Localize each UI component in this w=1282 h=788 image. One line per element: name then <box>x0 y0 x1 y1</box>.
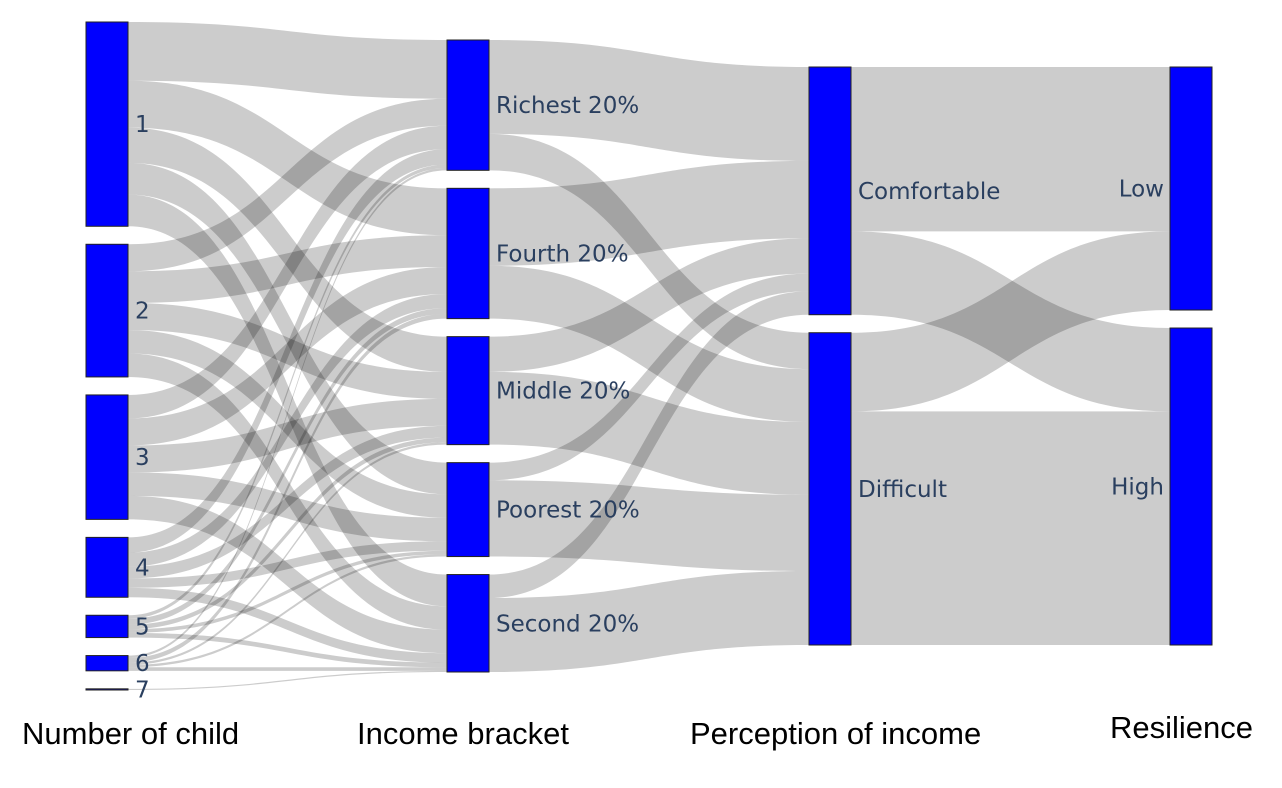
link-c6-second <box>128 667 447 671</box>
nodes-layer <box>85 21 1213 691</box>
link-c6-fourth <box>128 313 447 663</box>
node-low <box>1169 66 1213 311</box>
link-rich-comf <box>489 40 809 161</box>
link-middle-diff <box>489 371 809 495</box>
link-c3-fourth <box>128 266 447 446</box>
link-c6-poorest <box>128 554 447 668</box>
link-fourth-comf <box>489 160 809 266</box>
node-label-c6: 6 <box>135 651 150 677</box>
node-label-second: Second 20% <box>496 611 639 637</box>
node-diff <box>808 332 852 646</box>
link-c4-middle <box>128 425 447 579</box>
node-label-c4: 4 <box>135 555 150 581</box>
node-second <box>446 574 490 673</box>
link-c5-middle <box>128 437 447 630</box>
node-c2 <box>85 243 129 378</box>
node-middle <box>446 336 490 446</box>
node-c6 <box>85 655 129 672</box>
node-label-high: High <box>1111 475 1164 501</box>
node-c3 <box>85 394 129 520</box>
node-labels-layer: 1 2 3 4 5 67 Richest 20% Fourth 20% Middle 20% Po… <box>135 93 1164 703</box>
link-c3-second <box>128 495 447 654</box>
link-c6-middle <box>128 442 447 665</box>
link-c2-rich <box>128 98 447 272</box>
node-label-c5: 5 <box>135 614 150 640</box>
node-c1 <box>85 21 129 227</box>
link-second-diff <box>489 571 809 672</box>
node-rich <box>446 39 490 171</box>
link-c6-rich <box>128 167 447 658</box>
stage-label-1: Income bracket <box>357 716 569 751</box>
node-label-poorest: Poorest 20% <box>496 498 640 524</box>
link-c5-rich <box>128 164 447 619</box>
node-label-c7: 7 <box>135 677 150 703</box>
node-label-middle: Middle 20% <box>496 379 630 405</box>
link-c2-fourth <box>128 235 447 303</box>
link-c3-poorest <box>128 472 447 542</box>
stage-label-3: Resilience <box>1110 710 1253 745</box>
link-c5-second <box>128 632 447 668</box>
stage-label-0: Number of child <box>22 716 239 751</box>
link-c4-fourth <box>128 293 447 567</box>
node-c5 <box>85 614 129 639</box>
link-rich-diff <box>489 133 809 370</box>
link-c1-poorest <box>128 162 447 495</box>
node-label-fourth: Fourth 20% <box>496 241 629 267</box>
link-diff-low <box>851 231 1170 412</box>
node-fourth <box>446 187 490 320</box>
node-comf <box>808 66 852 316</box>
link-second-comf <box>489 291 809 599</box>
link-c1-rich <box>128 22 447 99</box>
node-c4 <box>85 536 129 598</box>
link-poorest-comf <box>489 273 809 481</box>
link-c1-second <box>128 194 447 607</box>
link-c2-middle <box>128 302 447 399</box>
link-comf-high <box>851 231 1170 412</box>
link-c4-rich <box>128 149 447 553</box>
link-c3-rich <box>128 125 447 419</box>
link-c5-fourth <box>128 308 447 625</box>
node-poorest <box>446 462 490 558</box>
link-fourth-diff <box>489 265 809 422</box>
link-c2-second <box>128 353 447 630</box>
link-c4-second <box>128 587 447 663</box>
link-comf-low <box>851 67 1170 232</box>
link-c5-poorest <box>128 550 447 633</box>
node-label-c1: 1 <box>135 112 150 138</box>
node-c7 <box>85 688 129 691</box>
node-label-comf: Comfortable <box>858 179 1000 205</box>
link-c2-poorest <box>128 329 447 518</box>
node-label-c3: 3 <box>135 445 150 471</box>
node-label-diff: Difficult <box>858 477 947 503</box>
link-c7-second <box>128 670 447 690</box>
link-poorest-diff <box>489 480 809 572</box>
link-c4-poorest <box>128 541 447 588</box>
node-label-low: Low <box>1119 177 1164 203</box>
stage-label-2: Perception of income <box>690 716 981 751</box>
links-layer <box>128 22 1170 690</box>
node-high <box>1169 327 1213 646</box>
link-c1-fourth <box>128 80 447 236</box>
node-label-c2: 2 <box>135 299 150 325</box>
link-c3-middle <box>128 398 447 473</box>
link-middle-comf <box>489 238 809 372</box>
stage-labels-layer: Number of child Income bracket Perception … <box>22 710 1253 751</box>
link-c1-middle <box>128 127 447 372</box>
node-label-rich: Richest 20% <box>496 93 639 119</box>
link-diff-high <box>851 411 1170 645</box>
